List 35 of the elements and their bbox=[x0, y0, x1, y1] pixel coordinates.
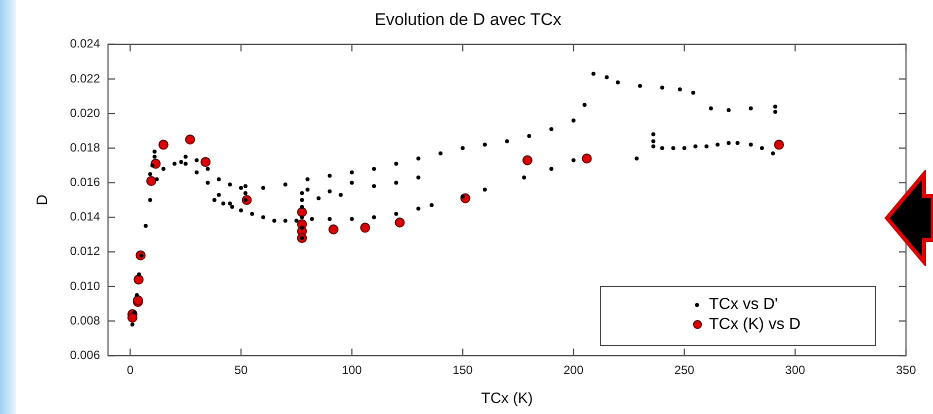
legend-label: TCx vs D' bbox=[709, 296, 778, 314]
y-tick-label: 0.016 bbox=[70, 175, 100, 190]
y-tick-label: 0.008 bbox=[70, 313, 100, 328]
x-tick-label: 300 bbox=[785, 363, 806, 378]
point bbox=[146, 176, 156, 186]
y-tick-label: 0.024 bbox=[70, 36, 100, 51]
x-tick-label: 350 bbox=[896, 363, 916, 378]
y-tick-label: 0.014 bbox=[70, 210, 100, 224]
point bbox=[158, 140, 168, 150]
point bbox=[582, 154, 592, 164]
point bbox=[134, 274, 144, 285]
x-tick-label: 200 bbox=[563, 363, 584, 378]
point bbox=[185, 134, 196, 144]
y-tick-label: 0.022 bbox=[70, 71, 100, 86]
chart-title: Evolution de D avec TCx bbox=[374, 10, 562, 29]
point bbox=[360, 222, 370, 233]
y-tick-label: 0.018 bbox=[70, 140, 100, 154]
x-tick-label: 250 bbox=[674, 363, 695, 378]
x-axis-title: TCx (K) bbox=[481, 390, 533, 408]
y-tick-label: 0.020 bbox=[70, 106, 100, 120]
y-axis-title: D bbox=[34, 194, 52, 206]
point bbox=[522, 155, 532, 166]
y-tick-label: 0.006 bbox=[70, 348, 100, 362]
x-tick-label: 100 bbox=[342, 363, 362, 378]
x-tick-label: 50 bbox=[234, 363, 248, 378]
point bbox=[328, 224, 338, 234]
y-tick-label: 0.010 bbox=[70, 278, 100, 293]
x-tick-label: 150 bbox=[452, 363, 474, 378]
point bbox=[774, 140, 784, 150]
x-tick-label: 0 bbox=[126, 363, 134, 378]
legend-label: TCx (K) vs D bbox=[709, 316, 801, 334]
point bbox=[127, 312, 138, 323]
point bbox=[394, 217, 405, 228]
y-tick-label: 0.012 bbox=[70, 244, 100, 258]
point bbox=[200, 156, 211, 167]
